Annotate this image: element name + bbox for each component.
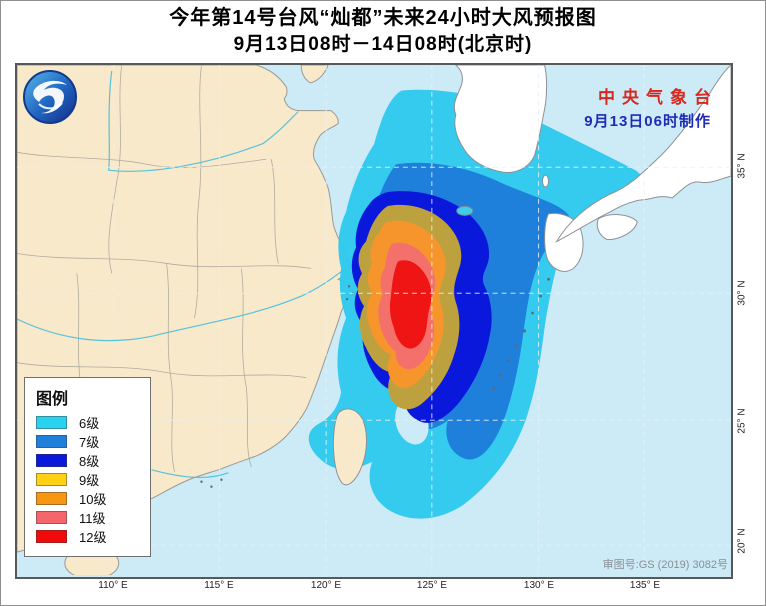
map-title: 今年第14号台风“灿都”未来24小时大风预报图 (169, 7, 597, 29)
lon-tick-110e: 110° E (98, 580, 128, 591)
jeju-island (456, 205, 474, 216)
legend-row: 6级 (36, 413, 150, 432)
legend-row: 10级 (36, 489, 150, 508)
legend-swatch-8 (36, 454, 67, 467)
honshu-island (555, 65, 731, 243)
legend-label-6: 6级 (79, 416, 100, 431)
title-block: 今年第14号台风“灿都”未来24小时大风预报图 9月13日08时－14日08时(… (1, 5, 765, 58)
tsushima-island (542, 174, 550, 188)
map-canvas (17, 65, 731, 575)
legend-swatch-12 (36, 530, 67, 543)
shikoku-island (596, 214, 638, 241)
lat-tick-35n: 35° N (736, 153, 748, 179)
legend-row: 11级 (36, 508, 150, 527)
legend-label-8: 8级 (79, 454, 100, 469)
legend-row: 9级 (36, 470, 150, 489)
korea-peninsula (453, 65, 548, 173)
legend-label-12: 12级 (79, 530, 107, 545)
province-boundaries (17, 65, 312, 482)
legend-swatch-10 (36, 492, 67, 505)
agency-name: 中央气象台 (598, 88, 718, 107)
legend-swatch-11 (36, 511, 67, 524)
foreign-land (453, 65, 731, 272)
taiwan-island (332, 408, 368, 486)
legend-swatch-9 (36, 473, 67, 486)
legend-row: 7级 (36, 432, 150, 451)
legend-label-10: 10级 (79, 492, 107, 507)
rivers (17, 70, 350, 479)
lon-tick-125e: 125° E (416, 580, 448, 591)
lat-tick-20n: 20° N (736, 528, 748, 554)
lon-tick-130e: 130° E (523, 580, 555, 591)
issue-time: 9月13日06时制作 (584, 113, 711, 130)
legend-swatch-6 (36, 416, 67, 429)
cma-logo-icon (21, 68, 79, 126)
legend-title: 图例 (36, 391, 69, 408)
legend-label-11: 11级 (79, 511, 106, 526)
legend-panel: 图例 6级 7级 8级 9级 10级 11 (24, 377, 151, 557)
wind-zone-12-area (389, 260, 432, 349)
legend-label-9: 9级 (79, 473, 100, 488)
license-note: 审图号:GS (2019) 3082号 (602, 559, 728, 571)
map-subtitle: 9月13日08时－14日08时(北京时) (233, 34, 533, 55)
legend-swatch-7 (36, 435, 67, 448)
legend-row: 8级 (36, 451, 150, 470)
small-islands (200, 277, 550, 488)
lon-tick-115e: 115° E (204, 580, 234, 591)
lat-tick-30n: 30° N (736, 280, 748, 306)
lat-tick-25n: 25° N (736, 408, 748, 434)
lon-tick-120e: 120° E (310, 580, 342, 591)
lon-tick-135e: 135° E (629, 580, 661, 591)
map-area: 中央气象台 9月13日06时制作 图例 6级 7级 8级 9级 (15, 63, 733, 579)
legend-label-7: 7级 (79, 435, 100, 450)
agency-stamp: 中央气象台 9月13日06时制作 (584, 83, 711, 131)
legend-row: 12级 (36, 527, 150, 546)
